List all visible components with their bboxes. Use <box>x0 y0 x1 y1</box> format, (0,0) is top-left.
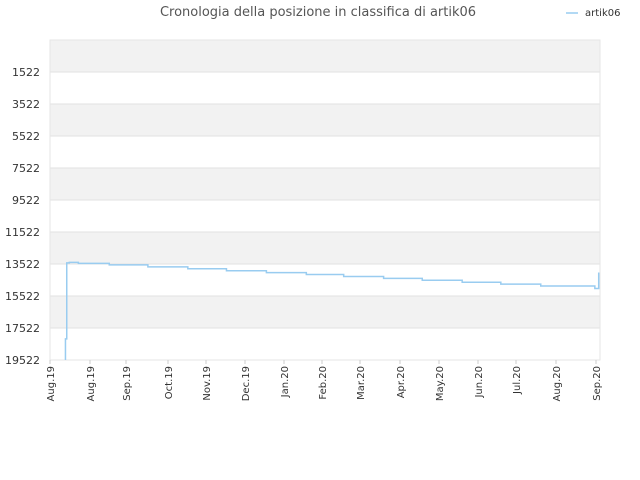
plot-band <box>50 328 600 360</box>
x-tick-label: Jan.20 <box>280 366 291 398</box>
plot-band <box>50 104 600 136</box>
x-tick-label: Sep.20 <box>592 366 603 401</box>
x-tick-label: Nov.19 <box>202 366 213 401</box>
x-axis-ticks: Aug.19 Aug.19 Sep.19 Oct.19 Nov.19 Dec.19 Jan.… <box>46 360 603 401</box>
plot-band <box>50 232 600 264</box>
y-tick-label: 5522 <box>12 130 40 143</box>
plot-band <box>50 168 600 200</box>
x-tick-label: Dec.19 <box>241 366 252 401</box>
x-tick-label: Apr.20 <box>396 366 407 398</box>
y-tick-label: 15522 <box>5 290 40 303</box>
plot-area-border <box>49 39 601 361</box>
plot-band <box>50 264 600 296</box>
x-tick-label: Oct.19 <box>164 366 175 399</box>
y-tick-label: 3522 <box>12 98 40 111</box>
legend: artik06 <box>566 8 620 19</box>
y-tick-label: 7522 <box>12 162 40 175</box>
plot-band <box>50 72 600 104</box>
x-tick-label: Sep.19 <box>122 366 133 401</box>
plot-band <box>50 136 600 168</box>
x-tick-label: Aug.19 <box>86 366 97 401</box>
series-line <box>64 261 600 360</box>
y-axis-ticks: 1522 3522 5522 7522 9522 11522 13522 15522 17522… <box>5 66 40 367</box>
plot-bands <box>50 40 600 360</box>
x-tick-label: Aug.20 <box>552 366 563 401</box>
chart-title: Cronologia della posizione in classifica… <box>160 5 476 20</box>
x-tick-label: Mar.20 <box>356 366 367 400</box>
series-layer <box>64 261 600 360</box>
y-tick-label: 9522 <box>12 194 40 207</box>
y-tick-label: 13522 <box>5 258 40 271</box>
y-tick-label: 1522 <box>12 66 40 79</box>
x-tick-label: Jul.20 <box>512 366 523 395</box>
plot-band <box>50 200 600 232</box>
y-tick-label: 11522 <box>5 226 40 239</box>
plot-band <box>50 40 600 72</box>
y-tick-label: 19522 <box>5 354 40 367</box>
legend-label: artik06 <box>585 8 620 19</box>
x-tick-label: May.20 <box>435 366 446 401</box>
x-tick-label: Aug.19 <box>46 366 57 401</box>
x-tick-label: Jun.20 <box>474 366 485 399</box>
y-tick-label: 17522 <box>5 322 40 335</box>
x-tick-label: Feb.20 <box>318 366 329 400</box>
plot-band <box>50 296 600 328</box>
